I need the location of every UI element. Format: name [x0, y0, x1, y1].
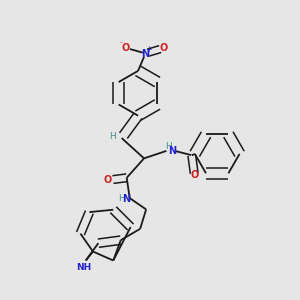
Text: O: O [103, 176, 112, 185]
Text: N: N [168, 146, 176, 156]
Text: O: O [160, 43, 168, 53]
Text: +: + [145, 45, 151, 54]
Text: N: N [142, 50, 150, 59]
Text: N: N [122, 194, 130, 204]
Text: NH: NH [76, 262, 91, 272]
Text: O: O [122, 43, 130, 53]
Text: O: O [190, 170, 198, 180]
Text: H: H [118, 194, 125, 203]
Text: H: H [109, 132, 116, 141]
Text: H: H [165, 142, 172, 151]
Text: ⁻: ⁻ [118, 39, 123, 48]
